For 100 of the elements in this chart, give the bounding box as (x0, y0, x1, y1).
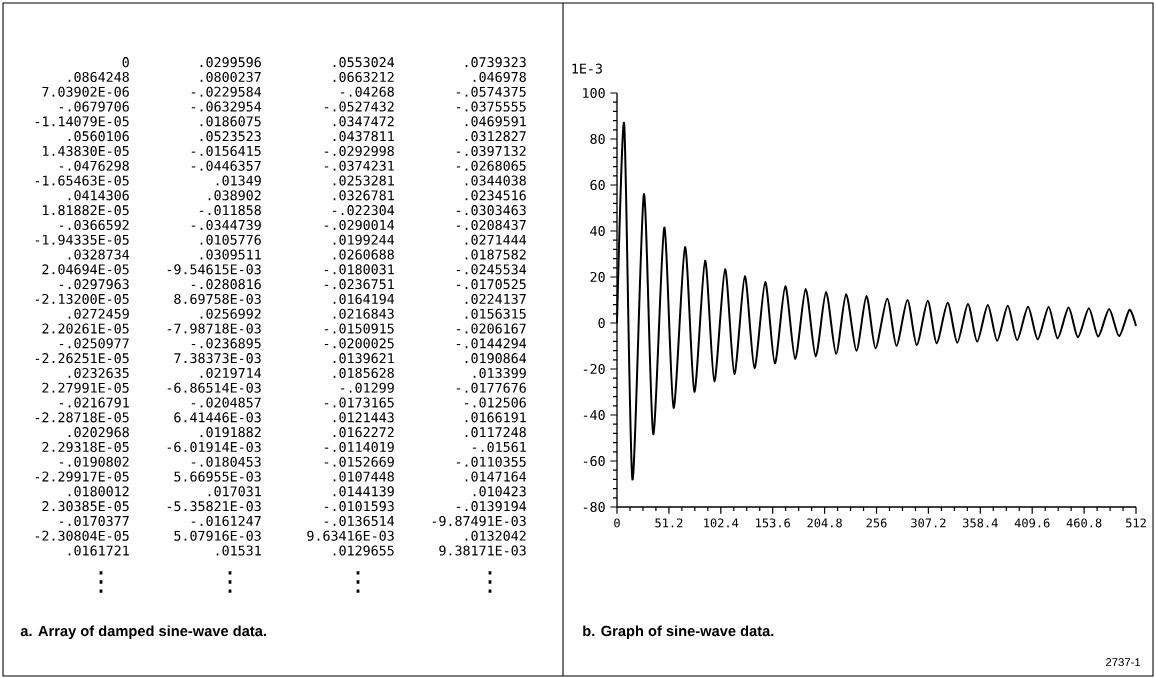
text: .0139621 (333, 353, 394, 364)
text: 1.43830E-05 (43, 145, 129, 156)
text: -.0114019 (324, 441, 394, 452)
text: -2.13200E-05 (35, 293, 129, 304)
text: .0191882 (200, 427, 261, 438)
text: -.0236751 (324, 279, 394, 290)
text: .0185628 (333, 367, 394, 378)
text: -.0397132 (456, 145, 526, 156)
y-tick-label: 80 (590, 133, 605, 145)
text: -2.28718E-05 (35, 412, 129, 423)
text: -9.54615E-03 (167, 264, 261, 275)
text: 2.04694E-05 (42, 264, 129, 275)
text: -.0170377 (59, 515, 129, 526)
text: 2.30385E-05 (42, 501, 129, 512)
text: .0523523 (200, 131, 261, 142)
text: -9.87491E-03 (432, 515, 526, 526)
text: -.0632954 (191, 101, 262, 112)
text: 5.07916E-03 (174, 530, 261, 541)
text: .0299596 (200, 57, 261, 68)
text: -.0303463 (456, 205, 526, 216)
text: .0256992 (200, 308, 261, 319)
text: -6.01914E-03 (167, 441, 261, 452)
text: -.0527432 (324, 101, 394, 112)
text: -.022304 (332, 205, 395, 216)
text: -.0374231 (324, 160, 394, 171)
text: -2.29917E-05 (35, 471, 129, 482)
text: .0129655 (333, 545, 394, 556)
text: .0272459 (68, 308, 129, 319)
text: -.0268065 (456, 160, 526, 171)
text: .0344038 (465, 175, 526, 186)
y-tick-label: 60 (590, 179, 605, 191)
text: -.0177676 (456, 382, 526, 393)
text: -.0375555 (456, 101, 526, 112)
text: -.0229584 (191, 86, 262, 97)
text: 2.29318E-05 (42, 441, 129, 452)
text: -.0366592 (59, 219, 129, 230)
text: .0161721 (68, 545, 129, 556)
text: .0164194 (333, 293, 395, 304)
text: -.0139194 (456, 501, 527, 512)
text: -.0446357 (191, 160, 261, 171)
x-tick-label: 460.8 (1066, 518, 1102, 528)
text: -.0156415 (191, 145, 261, 156)
text: -1.65463E-05 (35, 175, 129, 186)
text: -.0204857 (191, 397, 261, 408)
text: .01531 (216, 545, 261, 556)
text: .0180012 (68, 486, 129, 497)
text: -.0150915 (324, 323, 394, 334)
text: 0 (122, 57, 129, 68)
text: .0147164 (465, 471, 527, 482)
text: -.0344739 (191, 219, 261, 230)
text: .0224137 (465, 293, 526, 304)
text: ⋮ (228, 571, 232, 593)
text: -.0679706 (59, 101, 129, 112)
text: .0864248 (68, 71, 129, 82)
text: -.0476298 (59, 160, 129, 171)
text: 2.20261E-05 (42, 323, 129, 334)
y-tick-label: 40 (590, 225, 605, 237)
text: -.0216791 (59, 397, 129, 408)
x-tick-label: 512 (1126, 518, 1146, 528)
text: -.0292998 (324, 145, 394, 156)
text: 6.41446E-03 (174, 412, 261, 423)
y-axis-title: 1E-3 (572, 63, 602, 74)
text: .0309511 (200, 249, 261, 260)
text: .0232635 (68, 367, 129, 378)
text: 1.81882E-05 (43, 205, 129, 216)
text: ⋮ (488, 571, 492, 593)
text: .0166191 (465, 412, 526, 423)
x-tick-label: 358.4 (963, 518, 998, 528)
text: -.0170525 (456, 279, 526, 290)
text: -.012506 (464, 397, 526, 408)
x-tick-label: 204.8 (807, 518, 842, 528)
text: a. Array of damped sine-wave data. (20, 625, 266, 640)
text: .0739323 (465, 57, 526, 68)
text: .0312827 (465, 131, 526, 142)
text: 9.38171E-03 (439, 545, 526, 556)
text: -.0136514 (324, 515, 395, 526)
x-tick-label: 51.2 (655, 518, 683, 528)
text: .0199244 (333, 234, 395, 245)
text: -.0161247 (191, 515, 261, 526)
text: .0190864 (465, 353, 527, 364)
text: -.0236895 (191, 338, 261, 349)
text: -.0190802 (59, 456, 129, 467)
text: ⋮ (356, 571, 360, 593)
text: .0187582 (465, 249, 526, 260)
text: ⋮ (99, 571, 103, 593)
text: -.01561 (472, 441, 526, 452)
text: .0107448 (333, 471, 394, 482)
text: -.0152669 (324, 456, 394, 467)
text: -.0173165 (324, 397, 394, 408)
x-tick-label: 256 (866, 518, 887, 528)
text: -.0574375 (456, 86, 526, 97)
text: .0117248 (465, 427, 526, 438)
text: .0347472 (333, 116, 394, 127)
text: .0260688 (333, 249, 394, 260)
text: -.0250977 (59, 338, 129, 349)
text: .017031 (208, 486, 261, 497)
text: .038902 (208, 190, 261, 201)
y-tick-label: 100 (583, 87, 605, 99)
y-tick-label: -60 (583, 455, 605, 467)
text: 7.38373E-03 (174, 353, 261, 364)
